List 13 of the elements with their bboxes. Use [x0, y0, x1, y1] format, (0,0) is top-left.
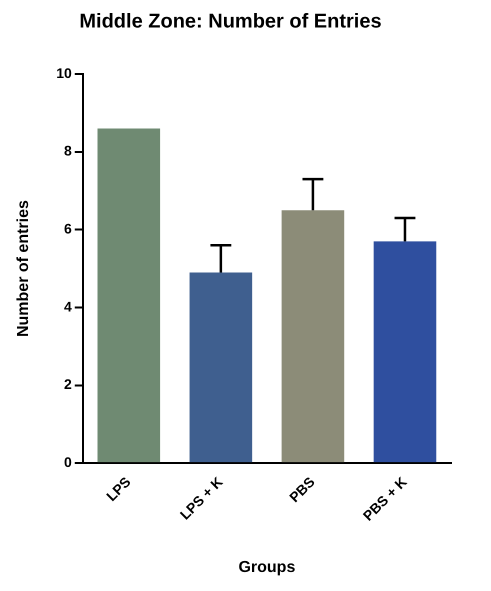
y-tick-label: 4: [64, 298, 72, 314]
bar: [282, 210, 344, 462]
y-tick-label: 8: [64, 142, 72, 159]
chart-title: Middle Zone: Number of Entries: [79, 10, 382, 33]
y-axis-title: Number of entries: [15, 200, 32, 338]
bar: [98, 128, 160, 462]
y-tick-label: 0: [64, 454, 72, 470]
y-tick-label: 10: [56, 64, 72, 81]
bar: [190, 272, 252, 462]
bar: [374, 241, 436, 462]
y-tick-label: 6: [64, 220, 72, 237]
x-axis-title: Groups: [238, 558, 296, 576]
y-tick-label: 2: [64, 376, 72, 392]
